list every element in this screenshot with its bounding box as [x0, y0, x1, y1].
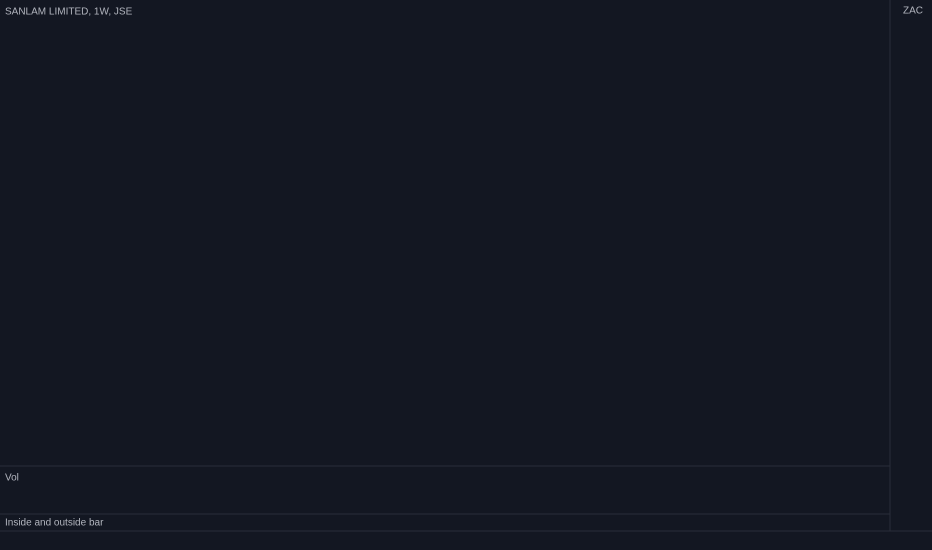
chart-title: SANLAM LIMITED, 1W, JSE	[5, 7, 133, 18]
volume-title: Vol	[5, 473, 19, 484]
currency: ZAC	[903, 6, 923, 17]
indicator-title: Inside and outside bar	[5, 518, 104, 529]
